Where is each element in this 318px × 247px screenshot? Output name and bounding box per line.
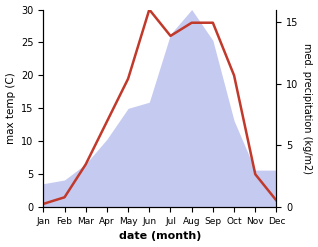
Y-axis label: max temp (C): max temp (C) xyxy=(5,72,16,144)
Y-axis label: med. precipitation (kg/m2): med. precipitation (kg/m2) xyxy=(302,43,313,174)
X-axis label: date (month): date (month) xyxy=(119,231,201,242)
